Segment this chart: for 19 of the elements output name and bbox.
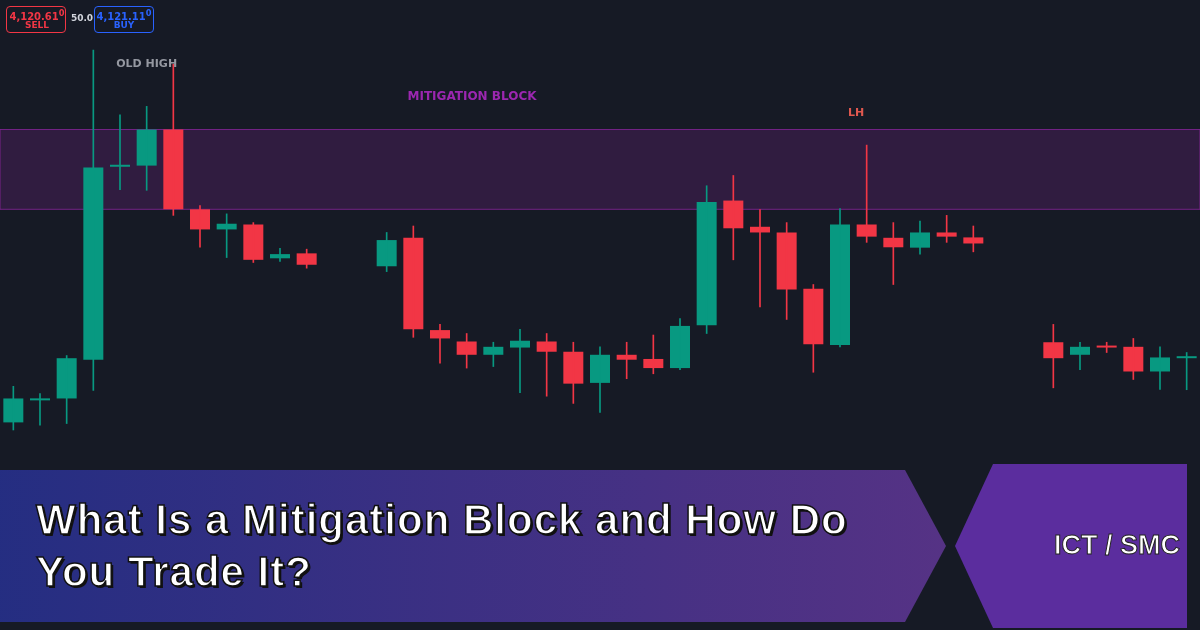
candlestick bbox=[110, 114, 130, 190]
candlestick bbox=[1070, 341, 1090, 370]
candlestick bbox=[830, 208, 850, 348]
annotation: OLD HIGH bbox=[116, 57, 178, 71]
annotation: LH bbox=[847, 105, 865, 119]
candlestick bbox=[1150, 346, 1170, 390]
candlestick bbox=[510, 329, 530, 394]
text: 4,121.11$^{0}$ bbox=[96, 8, 152, 23]
candlestick bbox=[910, 220, 930, 255]
band-label: MITIGATION BLOCK bbox=[407, 88, 538, 103]
text: What Is a Mitigation Block and How Do You Trade It? bbox=[36, 495, 849, 597]
candlestick bbox=[30, 393, 50, 426]
text: BUY bbox=[113, 20, 135, 31]
text: ICT / SMC bbox=[1053, 530, 1180, 561]
text: SELL bbox=[24, 20, 50, 31]
candlestick bbox=[590, 346, 610, 413]
text: 4,120.61$^{0}$ bbox=[8, 8, 66, 23]
candlestick bbox=[670, 318, 690, 370]
text: 50.0 bbox=[70, 13, 94, 24]
